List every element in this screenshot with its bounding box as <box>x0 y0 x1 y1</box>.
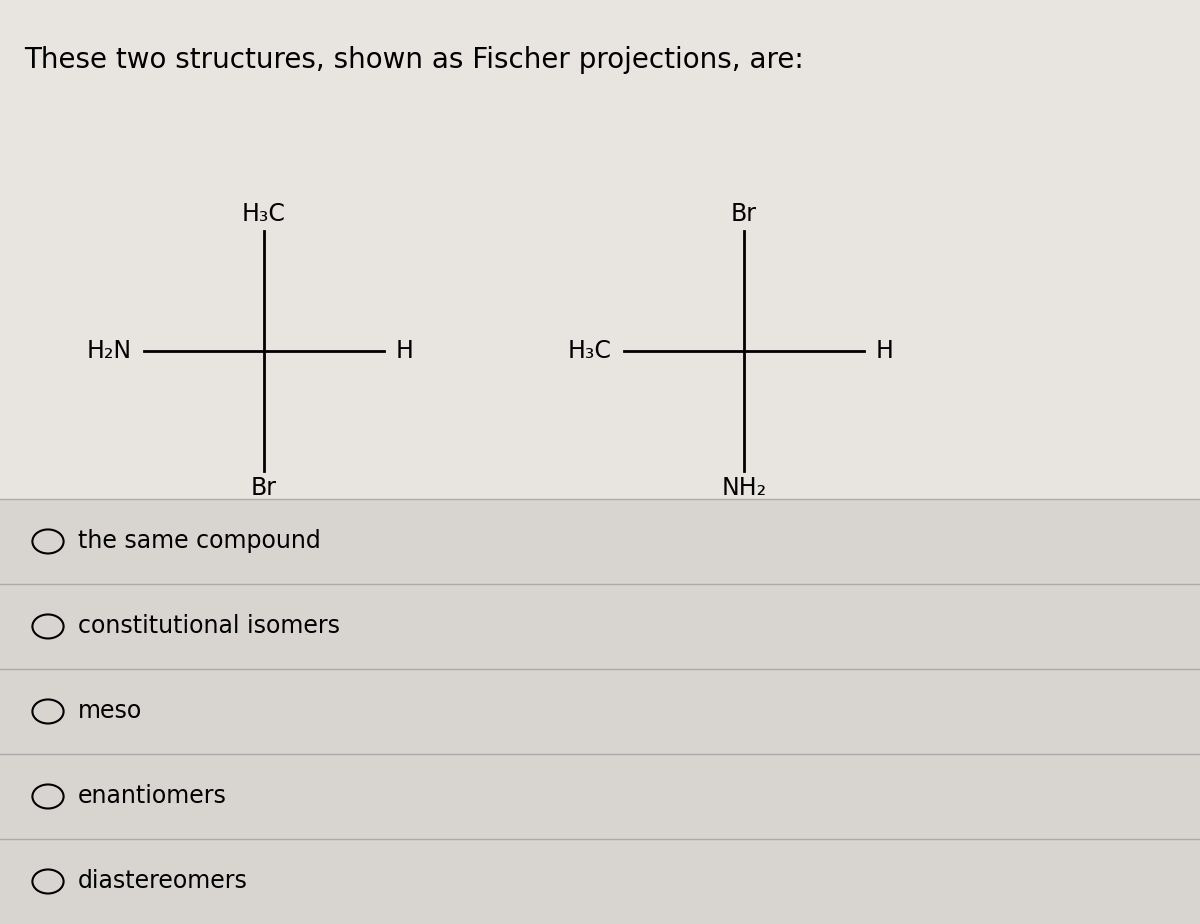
Text: H: H <box>876 339 894 363</box>
Text: H₃C: H₃C <box>242 202 286 226</box>
Text: Br: Br <box>251 476 277 500</box>
Text: diastereomers: diastereomers <box>78 869 248 894</box>
Text: H₂N: H₂N <box>86 339 132 363</box>
Text: meso: meso <box>78 699 143 723</box>
Text: Br: Br <box>731 202 757 226</box>
Text: These two structures, shown as Fischer projections, are:: These two structures, shown as Fischer p… <box>24 46 804 74</box>
Text: H₃C: H₃C <box>568 339 612 363</box>
Text: constitutional isomers: constitutional isomers <box>78 614 340 638</box>
Text: enantiomers: enantiomers <box>78 784 227 808</box>
Text: H: H <box>396 339 414 363</box>
Text: NH₂: NH₂ <box>721 476 767 500</box>
FancyBboxPatch shape <box>0 0 1200 499</box>
Text: the same compound: the same compound <box>78 529 320 553</box>
